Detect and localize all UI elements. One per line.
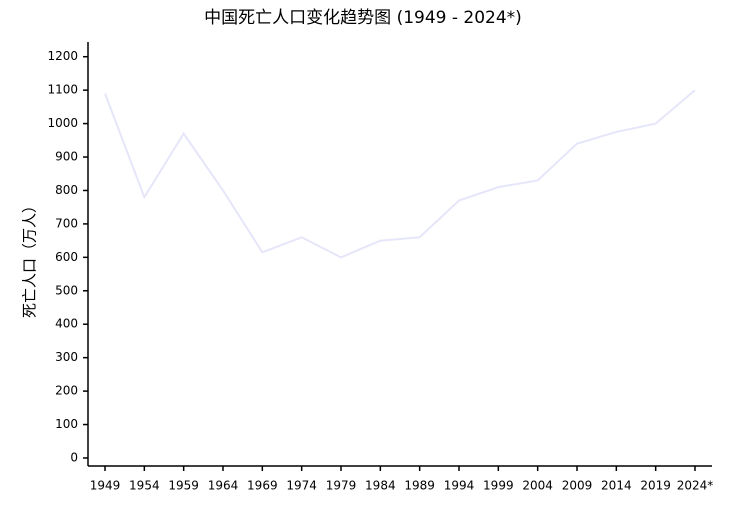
y-tick-label: 900	[55, 150, 78, 164]
y-tick-label: 1000	[47, 116, 78, 130]
y-tick-label: 300	[55, 350, 78, 364]
x-tick-label: 1984	[365, 479, 396, 493]
y-tick-label: 1100	[47, 83, 78, 97]
y-axis-label: 死亡人口（万人）	[21, 198, 39, 318]
x-tick-label: 1979	[326, 479, 357, 493]
x-tick-label: 1954	[129, 479, 160, 493]
x-tick-label: 1959	[168, 479, 199, 493]
x-tick-label: 1994	[444, 479, 475, 493]
y-tick-label: 800	[55, 183, 78, 197]
x-tick-label: 1999	[483, 479, 514, 493]
y-tick-label: 1200	[47, 49, 78, 63]
y-tick-label: 200	[55, 384, 78, 398]
y-tick-label: 600	[55, 250, 78, 264]
x-tick-label: 2009	[562, 479, 593, 493]
x-tick-label: 2004	[522, 479, 553, 493]
x-tick-label: 2019	[640, 479, 671, 493]
x-tick-label: 1989	[404, 479, 435, 493]
x-tick-label: 2014	[601, 479, 632, 493]
y-tick-label: 0	[70, 450, 78, 464]
x-tick-label: 1974	[286, 479, 317, 493]
y-tick-label: 100	[55, 417, 78, 431]
y-tick-label: 700	[55, 216, 78, 230]
x-tick-label: 1949	[90, 479, 121, 493]
line	[104, 89, 696, 259]
x-tick-label: 1969	[247, 479, 278, 493]
y-tick-label: 500	[55, 283, 78, 297]
x-tick-label: 1964	[208, 479, 239, 493]
chart-title: 中国死亡人口变化趋势图 (1949 - 2024*)	[204, 8, 522, 28]
y-tick-label: 400	[55, 317, 78, 331]
x-tick-label: 2024*	[677, 479, 714, 493]
